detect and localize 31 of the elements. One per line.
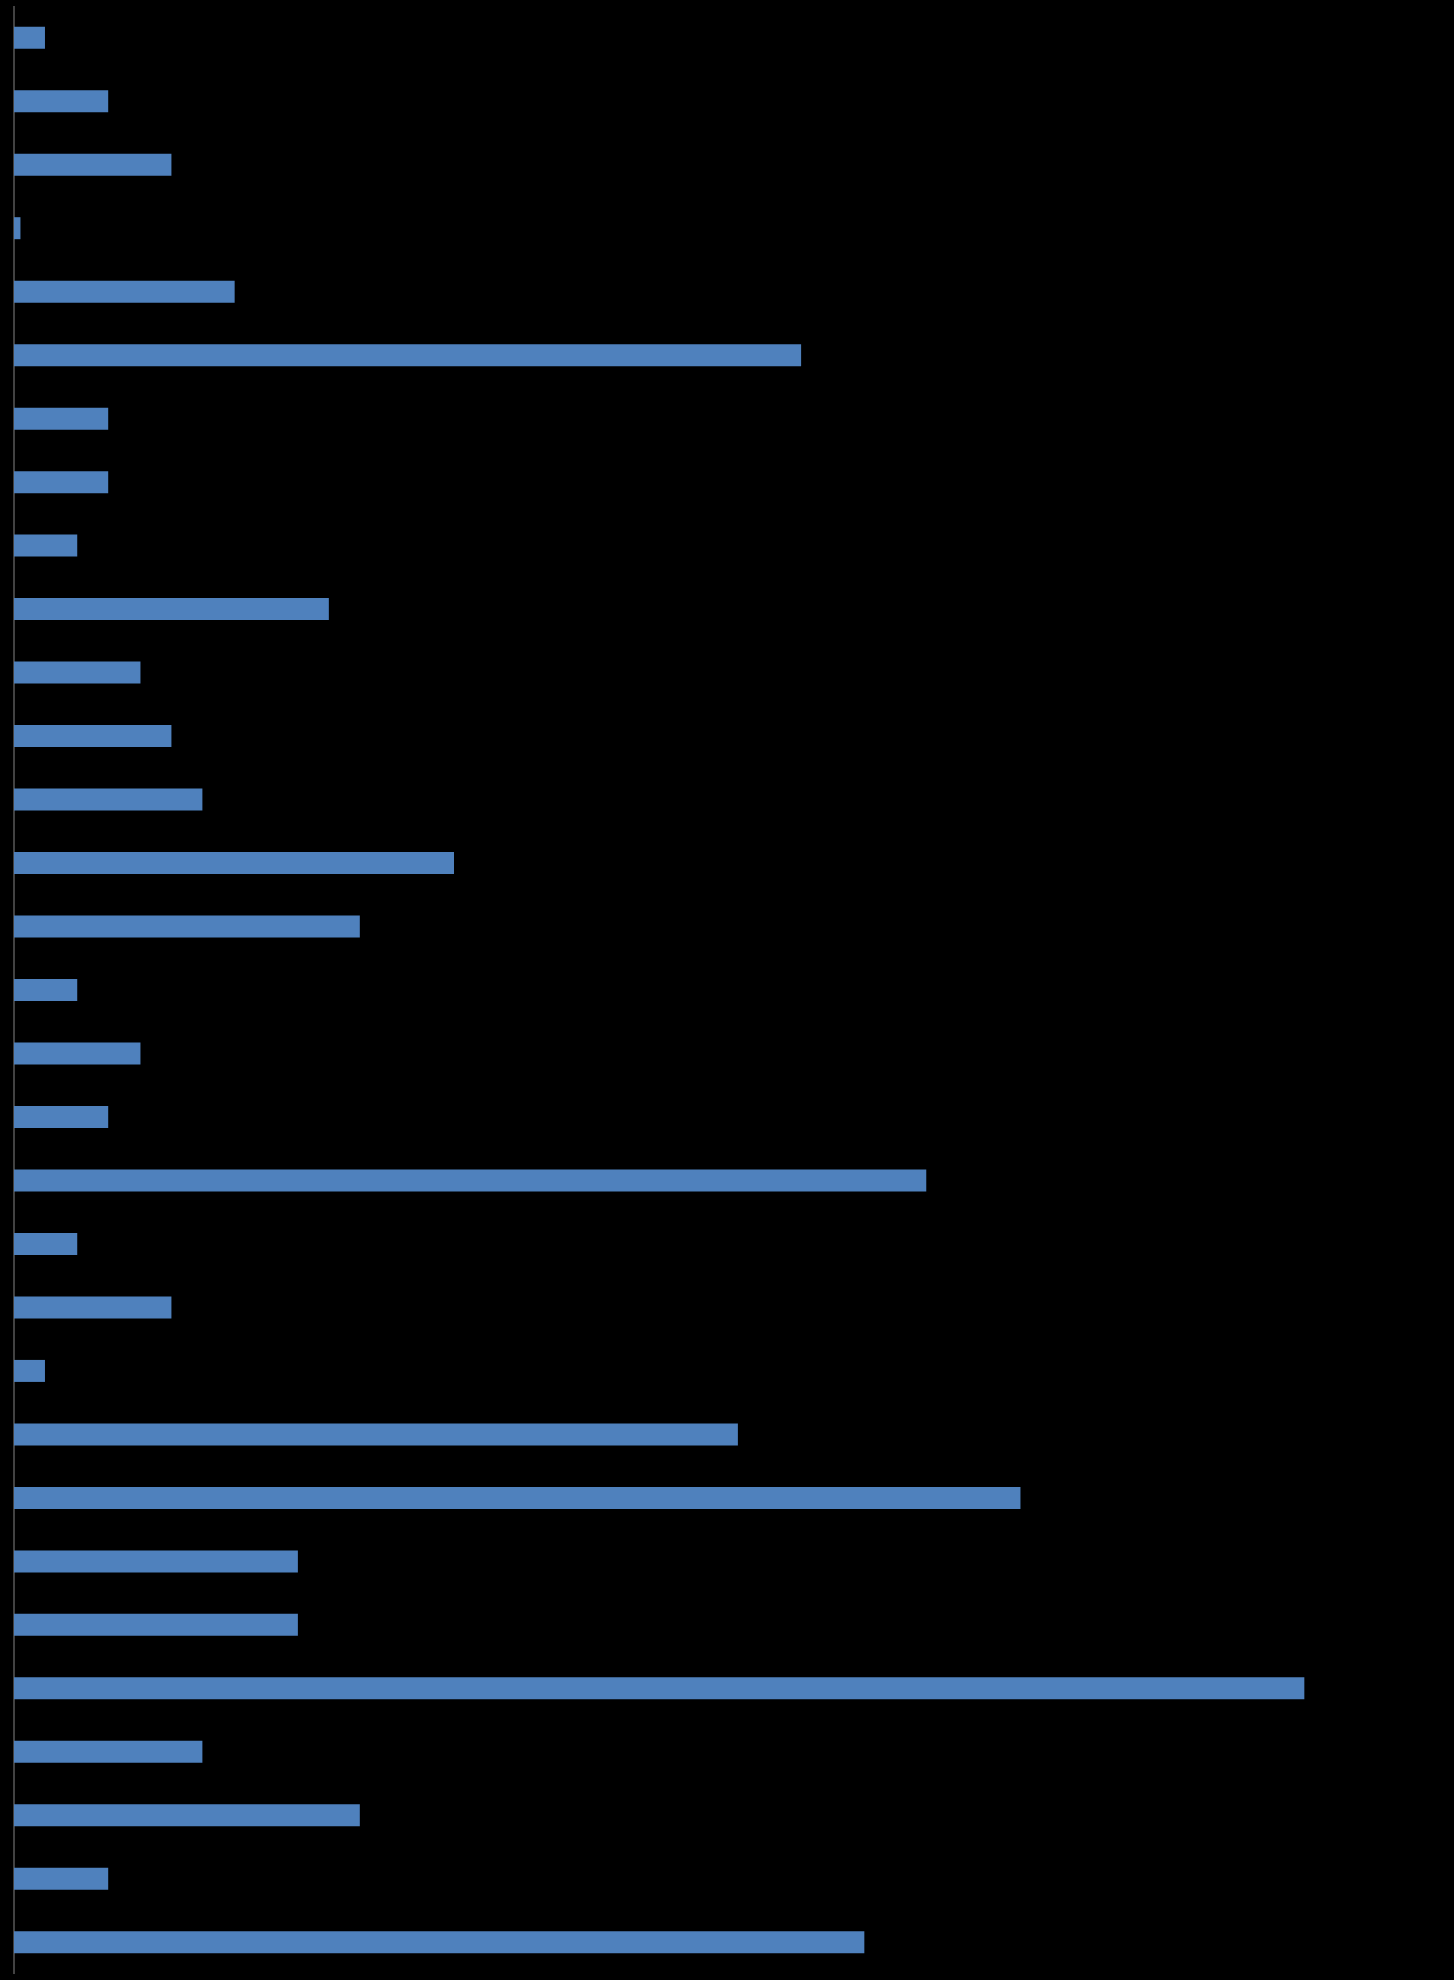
bar: [14, 725, 172, 748]
bar: [14, 217, 21, 240]
bar: [14, 280, 235, 303]
bar: [14, 1423, 738, 1446]
bar: [14, 344, 802, 367]
bar: [14, 1169, 927, 1192]
bar: [14, 1804, 360, 1827]
bar: [14, 471, 109, 494]
bar: [14, 661, 141, 684]
bar: [14, 979, 78, 1002]
bar: [14, 90, 109, 113]
bar: [14, 1486, 1021, 1509]
bar: [14, 1550, 298, 1573]
bar: [14, 1105, 109, 1128]
bar: [14, 407, 109, 430]
bar: [14, 1677, 1305, 1700]
bar: [14, 915, 360, 938]
bar: [14, 1931, 865, 1954]
bar: [14, 1296, 172, 1319]
bar: [14, 153, 172, 176]
bar: [14, 852, 455, 875]
bar: [14, 1613, 298, 1636]
bar: [14, 788, 203, 811]
bar: [14, 26, 45, 49]
bar: [14, 534, 78, 557]
bar: [14, 1740, 203, 1763]
bar: [14, 598, 329, 621]
bar: [14, 1867, 109, 1890]
bar: [14, 1359, 45, 1382]
bar: [14, 1232, 78, 1255]
bar: [14, 1042, 141, 1065]
